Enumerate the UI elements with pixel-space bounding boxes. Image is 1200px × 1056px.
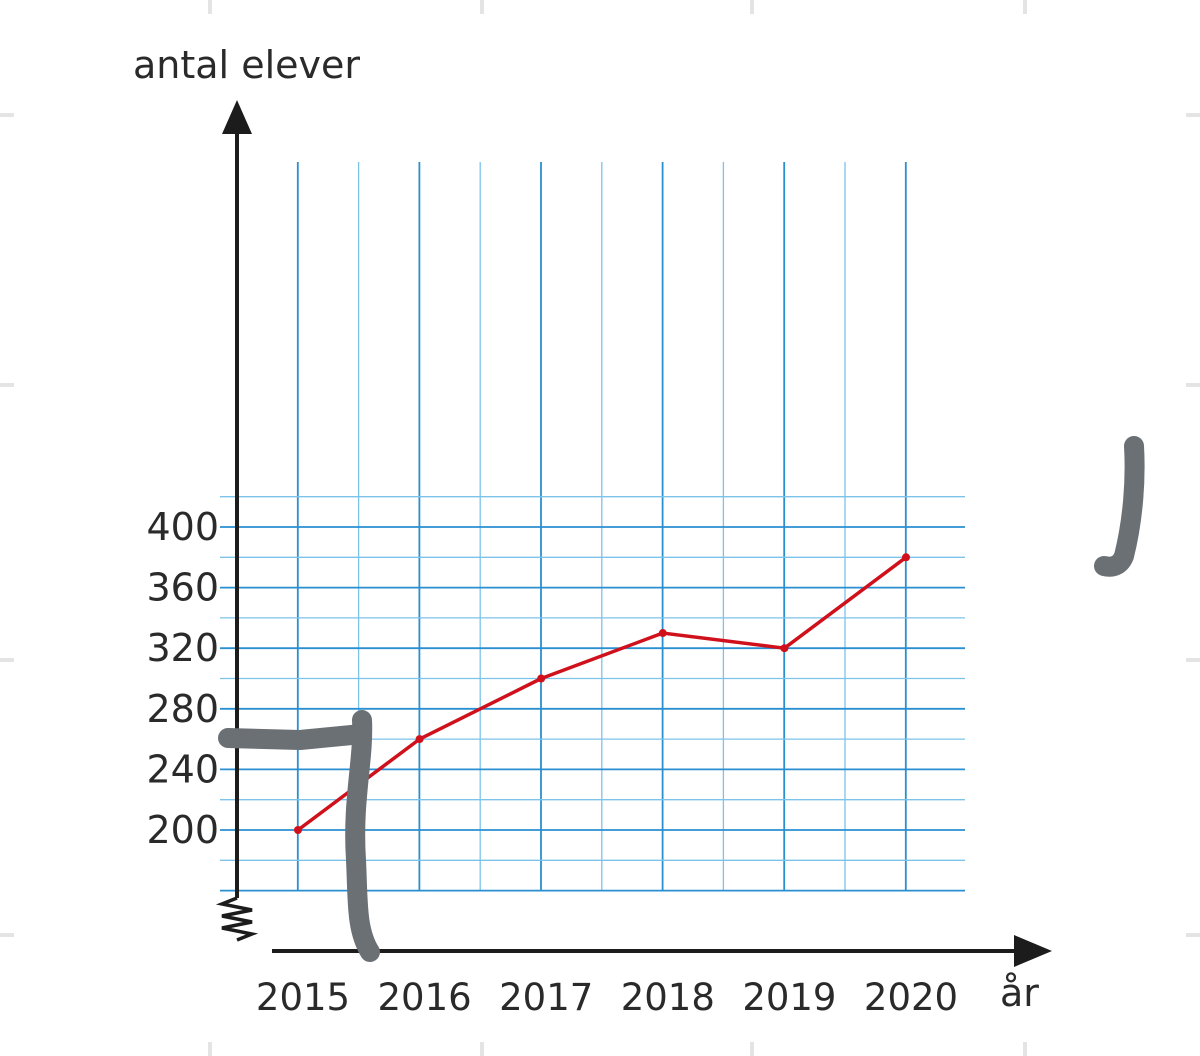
y-axis-break-zigzag: [215, 896, 259, 942]
data-point: [902, 553, 910, 562]
x-tick-label: 2019: [742, 976, 836, 1019]
axes: [215, 100, 1052, 967]
data-point: [294, 826, 302, 834]
pen-mark-vertical: [345, 710, 380, 962]
data-point: [537, 674, 546, 683]
x-tick-label: 2015: [256, 976, 350, 1019]
data-point: [658, 629, 667, 638]
y-axis-arrow: [222, 100, 252, 134]
x-tick-label: 2016: [378, 976, 472, 1019]
data-point: [780, 644, 789, 653]
series-group: [294, 553, 910, 834]
y-axis-label: antal elever: [133, 43, 360, 87]
x-axis-arrow: [1014, 935, 1052, 967]
y-tick-label: 360: [146, 566, 219, 610]
x-axis-label: år: [1000, 971, 1039, 1015]
y-tick-label: 280: [146, 687, 219, 731]
tick-labels: 200 240 280 320 360 400 2015 2016 2017 2018 2019 20…: [146, 505, 958, 1019]
series-line: [296, 555, 908, 832]
y-tick-label: 200: [146, 808, 219, 852]
grid: [220, 162, 965, 892]
y-tick-label: 400: [146, 505, 219, 549]
x-tick-label: 2017: [499, 976, 593, 1019]
y-tick-label: 320: [146, 626, 219, 670]
x-tick-label: 2020: [864, 976, 958, 1019]
x-tick-label: 2018: [621, 976, 715, 1019]
pen-mark-horizontal: [218, 724, 372, 750]
pen-mark-right: [1094, 436, 1145, 577]
pen-annotations: [218, 436, 1145, 962]
y-tick-label: 240: [146, 747, 219, 791]
data-point: [415, 735, 424, 744]
